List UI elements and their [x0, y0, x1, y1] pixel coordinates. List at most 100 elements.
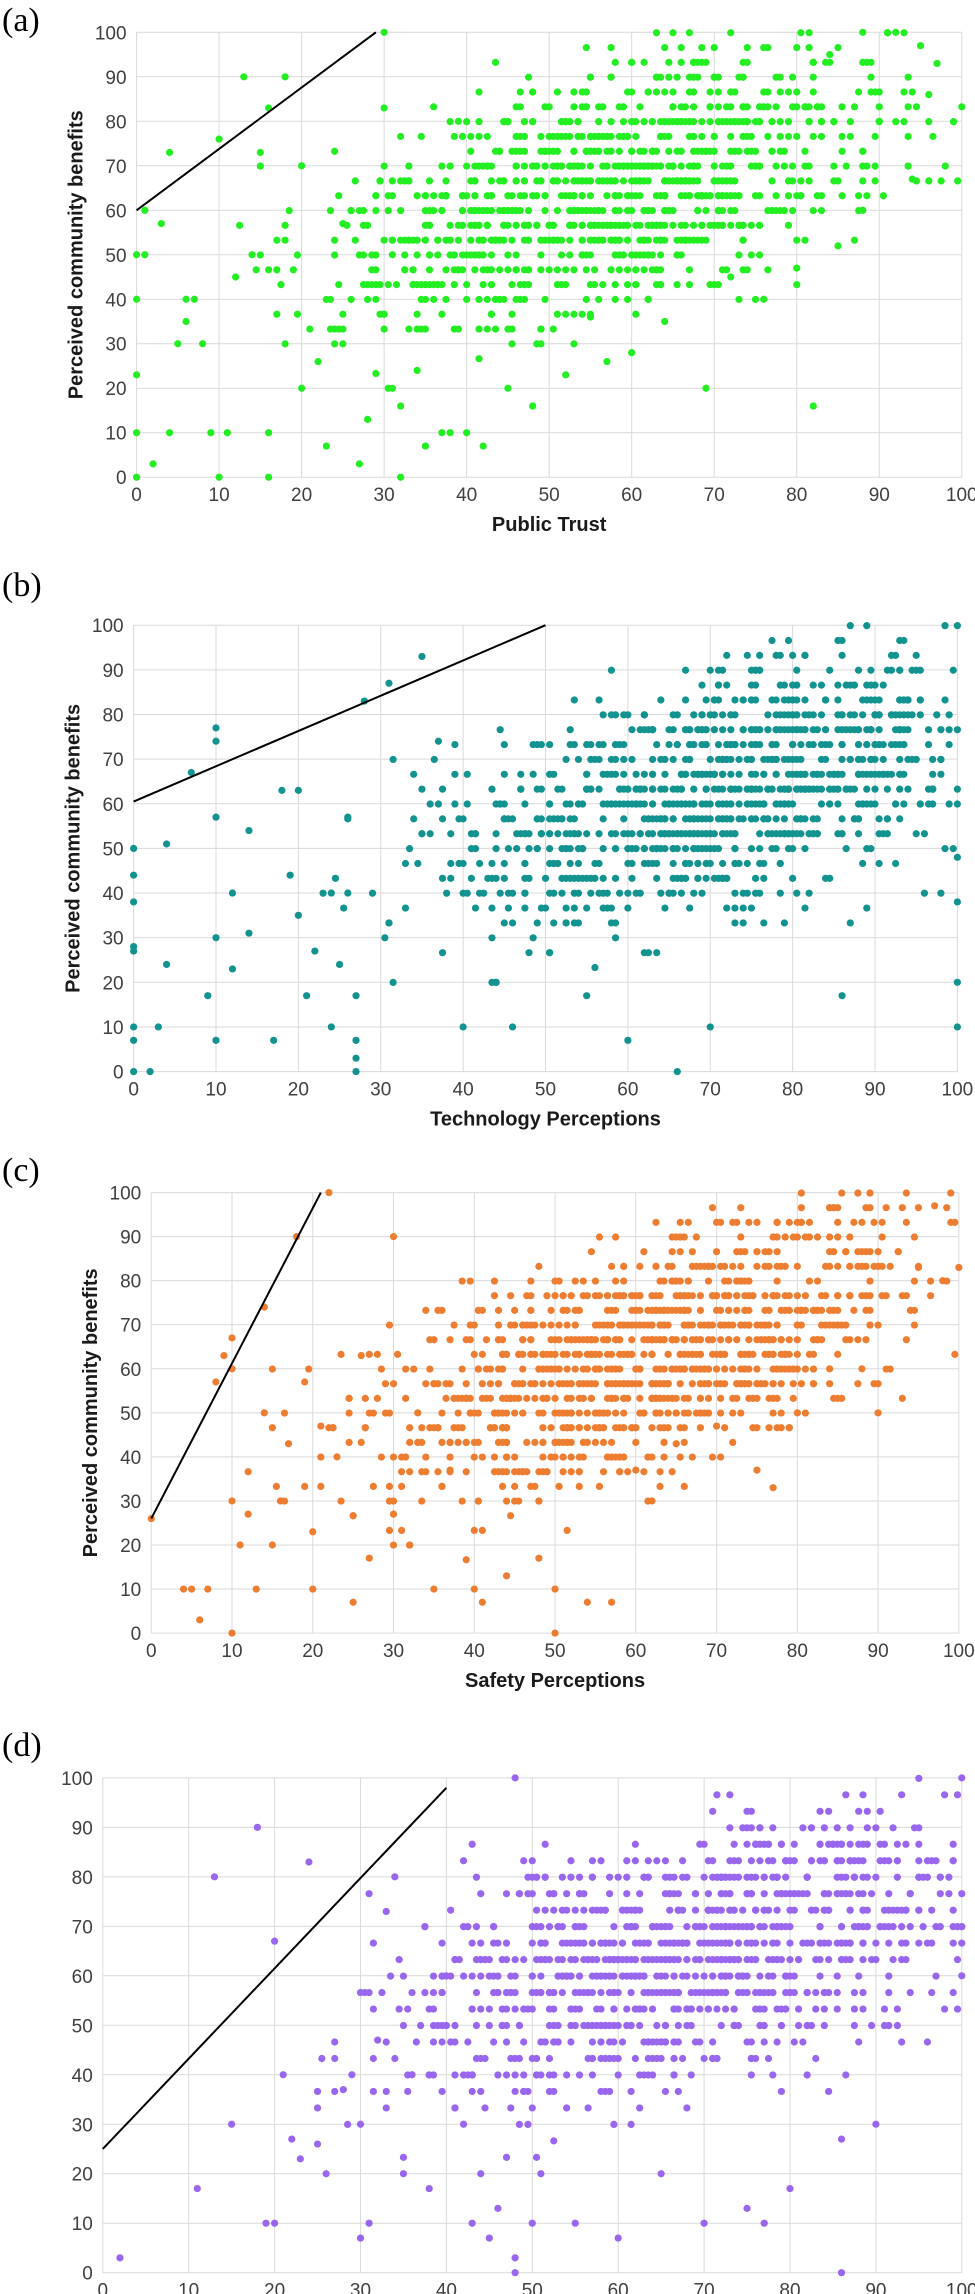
x-tick-label: 60: [625, 1641, 646, 1662]
data-point: [777, 2021, 785, 2030]
data-point: [236, 221, 244, 229]
data-point: [817, 103, 826, 111]
data-point: [468, 2087, 476, 2096]
data-point: [680, 1394, 688, 1402]
data-point: [756, 1857, 764, 1865]
data-point: [331, 147, 339, 155]
data-point: [516, 88, 524, 96]
data-point: [886, 1365, 894, 1373]
data-point: [377, 1453, 386, 1461]
data-point: [866, 1292, 874, 1300]
data-point: [669, 845, 677, 853]
data-point: [915, 1857, 923, 1865]
data-point: [764, 2054, 773, 2063]
y-tick-label: 100: [92, 616, 124, 637]
data-point: [756, 221, 764, 229]
data-point: [364, 295, 372, 304]
data-point: [494, 2071, 502, 2079]
data-point: [862, 1262, 870, 1270]
data-point: [610, 1956, 618, 1964]
data-point: [772, 73, 780, 81]
data-point: [289, 266, 297, 274]
data-point: [793, 1292, 801, 1300]
data-point: [450, 251, 458, 259]
data-point: [910, 1321, 919, 1329]
data-point: [147, 1514, 155, 1523]
data-point: [340, 904, 348, 912]
data-point: [317, 1482, 325, 1491]
data-point: [337, 1497, 345, 1505]
data-point: [669, 726, 677, 734]
data-point: [632, 1365, 640, 1373]
data-point: [793, 264, 801, 272]
data-point: [764, 132, 772, 141]
data-point: [769, 1988, 777, 1997]
data-point: [553, 88, 562, 96]
data-point: [648, 1350, 656, 1358]
data-point: [698, 118, 706, 126]
data-point: [773, 1394, 781, 1402]
data-point: [618, 1906, 627, 1914]
data-point: [496, 266, 504, 274]
data-point: [955, 1263, 963, 1272]
data-point: [875, 726, 883, 734]
data-point: [866, 1204, 874, 1212]
data-point: [838, 103, 846, 111]
data-point: [893, 1840, 901, 1848]
data-point: [846, 726, 854, 734]
data-point: [471, 192, 479, 200]
data-point: [587, 874, 595, 882]
y-tick-label: 90: [72, 1818, 93, 1839]
data-point: [347, 206, 355, 215]
data-point: [900, 29, 908, 37]
data-point: [657, 696, 665, 704]
data-point: [789, 874, 797, 882]
data-point: [515, 2021, 524, 2030]
data-point: [582, 295, 590, 304]
data-point: [402, 1365, 410, 1373]
data-point: [345, 1409, 353, 1417]
data-point: [674, 1988, 682, 1997]
data-point: [761, 1350, 769, 1358]
data-point: [680, 1438, 688, 1446]
data-point: [298, 384, 306, 392]
data-point: [904, 132, 912, 141]
data-point: [644, 1497, 652, 1505]
data-point: [236, 1541, 244, 1549]
data-point: [945, 711, 953, 719]
data-point: [446, 1336, 454, 1344]
panel-label: (d): [2, 1727, 42, 1764]
data-point: [718, 266, 727, 274]
data-point: [391, 2054, 399, 2063]
data-point: [508, 889, 517, 897]
data-point: [451, 2104, 459, 2112]
data-point: [737, 1321, 745, 1329]
data-point: [776, 859, 784, 868]
data-point: [850, 236, 859, 244]
data-point: [887, 666, 896, 674]
data-point: [507, 1988, 515, 1997]
data-point: [611, 800, 620, 808]
data-point: [916, 711, 924, 719]
data-point: [760, 770, 768, 778]
data-point: [874, 1409, 882, 1417]
data-point: [874, 1248, 882, 1256]
y-tick-label: 50: [102, 839, 123, 860]
data-point: [286, 871, 294, 879]
data-point: [769, 1484, 777, 1492]
data-point: [607, 118, 615, 126]
x-tick-label: 80: [786, 485, 807, 506]
data-point: [892, 28, 900, 36]
data-point: [418, 785, 426, 793]
data-point: [704, 1380, 713, 1388]
data-point: [784, 221, 793, 229]
data-point: [801, 236, 809, 244]
data-point: [689, 132, 698, 141]
data-point: [797, 29, 805, 37]
data-point: [669, 88, 677, 96]
data-point: [789, 103, 797, 111]
data-point: [372, 369, 380, 378]
data-point: [595, 830, 603, 838]
data-point: [768, 636, 776, 645]
data-point: [712, 1292, 721, 1300]
